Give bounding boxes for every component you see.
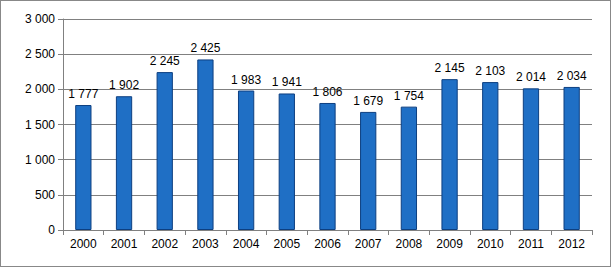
svg-text:2 103: 2 103: [475, 64, 505, 78]
svg-text:1 806: 1 806: [312, 85, 342, 99]
svg-text:3 000: 3 000: [25, 12, 55, 26]
svg-text:2 034: 2 034: [557, 69, 587, 83]
svg-text:2 500: 2 500: [25, 47, 55, 61]
svg-text:1 500: 1 500: [25, 118, 55, 132]
svg-text:2 425: 2 425: [190, 41, 220, 55]
svg-text:2001: 2001: [111, 237, 138, 251]
svg-text:2011: 2011: [518, 237, 544, 251]
svg-text:2 145: 2 145: [435, 61, 465, 75]
svg-text:1 679: 1 679: [353, 94, 383, 108]
svg-text:2004: 2004: [233, 237, 260, 251]
svg-text:2012: 2012: [558, 237, 585, 251]
svg-text:2 000: 2 000: [25, 82, 55, 96]
svg-text:500: 500: [35, 188, 55, 202]
svg-text:1 754: 1 754: [394, 89, 424, 103]
svg-text:1 777: 1 777: [68, 87, 98, 101]
svg-text:2010: 2010: [477, 237, 504, 251]
svg-text:1 983: 1 983: [231, 73, 261, 87]
svg-text:1 902: 1 902: [109, 78, 139, 92]
svg-text:1 000: 1 000: [25, 153, 55, 167]
svg-text:2000: 2000: [70, 237, 97, 251]
svg-text:2003: 2003: [192, 237, 219, 251]
svg-text:2009: 2009: [436, 237, 463, 251]
svg-text:2007: 2007: [355, 237, 382, 251]
svg-text:2002: 2002: [151, 237, 178, 251]
svg-text:2 245: 2 245: [150, 54, 180, 68]
svg-text:2008: 2008: [396, 237, 423, 251]
svg-text:0: 0: [48, 223, 55, 237]
svg-text:1 941: 1 941: [272, 75, 302, 89]
svg-text:2005: 2005: [273, 237, 300, 251]
svg-text:2 014: 2 014: [516, 70, 546, 84]
svg-text:2006: 2006: [314, 237, 341, 251]
